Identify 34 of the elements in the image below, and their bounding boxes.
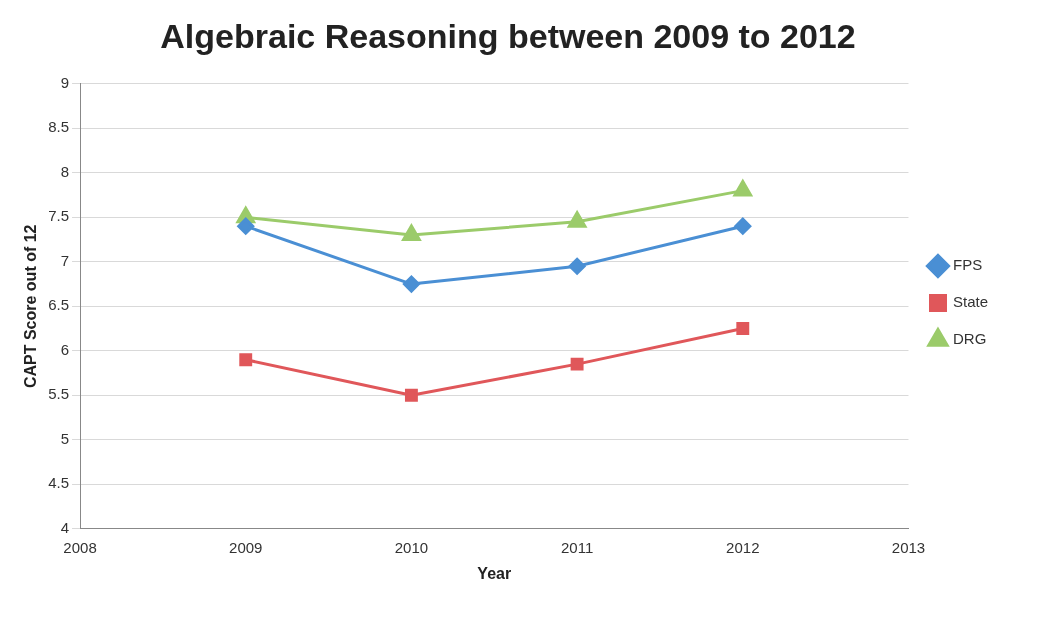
point <box>567 211 587 228</box>
legend-label: DRG <box>952 330 987 348</box>
x-tick-label: 2008 <box>63 538 97 556</box>
x-tick-label: 2013 <box>891 538 926 556</box>
legend-label: FPS <box>952 256 983 274</box>
point <box>733 180 753 197</box>
x-tick-label: 2010 <box>394 538 429 556</box>
x-axis-title: Year <box>477 564 512 582</box>
point <box>239 353 253 367</box>
y-tick-label: 4.5 <box>48 474 70 492</box>
x-tick-label: 2009 <box>229 538 263 556</box>
y-tick-label: 8 <box>60 162 70 180</box>
y-tick-label: 8.5 <box>48 118 70 136</box>
point <box>570 357 584 371</box>
point <box>404 388 418 402</box>
chart-title: Algebraic Reasoning between 2009 to 2012 <box>160 16 856 55</box>
y-tick-label: 6 <box>60 340 70 358</box>
point <box>568 257 586 275</box>
y-tick-label: 6.5 <box>48 296 70 314</box>
x-tick-label: 2012 <box>726 538 760 556</box>
y-tick-label: 7.5 <box>48 207 70 225</box>
point <box>402 224 421 242</box>
y-tick-label: 9 <box>60 73 70 91</box>
x-tick-label: 2011 <box>560 538 594 556</box>
point <box>736 322 750 335</box>
y-tick-label: 4 <box>60 518 70 536</box>
point <box>734 217 752 235</box>
point <box>402 275 420 293</box>
y-axis-title: CAPT Score out of 12 <box>22 224 40 389</box>
legend-label: State <box>952 293 989 311</box>
y-tick-label: 5 <box>60 429 70 447</box>
point <box>237 217 255 235</box>
y-tick-label: 7 <box>60 251 70 269</box>
y-tick-label: 5.5 <box>48 385 70 403</box>
